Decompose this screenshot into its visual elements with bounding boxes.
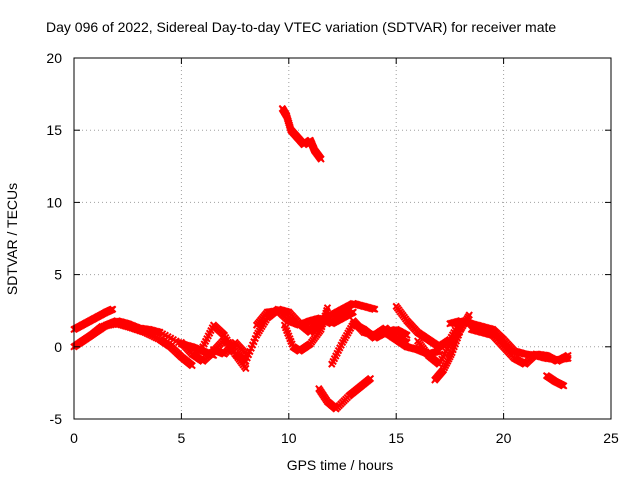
plot-frame bbox=[73, 57, 612, 420]
data-point bbox=[349, 308, 357, 316]
series-track-20 bbox=[467, 325, 572, 368]
x-tick-label: 5 bbox=[178, 430, 186, 446]
data-point bbox=[465, 311, 473, 319]
data-point bbox=[366, 374, 375, 383]
data-point bbox=[403, 331, 411, 339]
axis-ticks: 0 5 10 15 20 25 -5 0 5 10 15 20 bbox=[46, 50, 619, 446]
y-tick-label: 10 bbox=[46, 194, 62, 210]
x-tick-label: 25 bbox=[603, 430, 619, 446]
data-point bbox=[564, 351, 572, 360]
series-track-10 bbox=[278, 104, 325, 163]
x-axis-label: GPS time / hours bbox=[287, 457, 394, 473]
series-track-12 bbox=[306, 299, 379, 334]
data-point bbox=[323, 304, 332, 312]
series-track-5 bbox=[177, 305, 325, 365]
y-tick-label: -5 bbox=[50, 411, 63, 427]
x-tick-label: 15 bbox=[388, 430, 404, 446]
x-tick-label: 10 bbox=[281, 430, 297, 446]
data-point bbox=[188, 361, 196, 370]
series-track-1 bbox=[70, 305, 117, 334]
data-point bbox=[242, 364, 250, 373]
y-axis-label: SDTVAR / TECUs bbox=[4, 183, 20, 295]
data-point bbox=[108, 305, 117, 313]
x-tick-label: 20 bbox=[496, 430, 512, 446]
data-point bbox=[317, 155, 325, 163]
series-track-7 bbox=[209, 338, 250, 358]
series-track-11 bbox=[315, 374, 375, 413]
y-tick-label: 15 bbox=[46, 122, 62, 138]
x-tick-label: 0 bbox=[70, 430, 78, 446]
y-tick-label: 0 bbox=[54, 339, 62, 355]
y-tick-label: 5 bbox=[54, 267, 62, 283]
y-tick-label: 20 bbox=[46, 50, 62, 66]
data-point bbox=[242, 350, 250, 358]
data-series bbox=[70, 104, 572, 413]
chart-title: Day 096 of 2022, Sidereal Day-to-day VTE… bbox=[46, 19, 556, 35]
data-point bbox=[560, 382, 568, 390]
data-point bbox=[371, 305, 379, 313]
series-track-21 bbox=[542, 371, 568, 390]
